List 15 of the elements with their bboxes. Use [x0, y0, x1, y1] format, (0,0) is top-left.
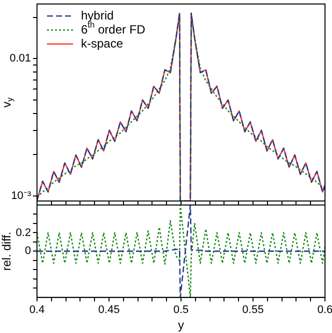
x-tick-label: 0.6 [317, 304, 332, 316]
y-tick-label: 0 [24, 245, 31, 258]
y-tick-label: 0.01 [10, 52, 31, 65]
x-tick-label: 0.4 [29, 304, 45, 316]
y-tick-label: 0.2 [16, 226, 31, 239]
line-series [37, 12, 325, 201]
x-axis-title: y [178, 318, 184, 332]
y-tick-label: 10⁻³ [11, 190, 32, 202]
x-tick-label: 0.5 [173, 304, 189, 316]
x-tick-label: 0.55 [242, 304, 264, 316]
y-axis-title: rel. diff. [0, 232, 14, 271]
legend-label: k-space [81, 36, 124, 50]
y-axis-title: vy [0, 96, 14, 108]
legend-label: hybrid [81, 8, 114, 22]
x-tick-label: 0.45 [98, 304, 120, 316]
